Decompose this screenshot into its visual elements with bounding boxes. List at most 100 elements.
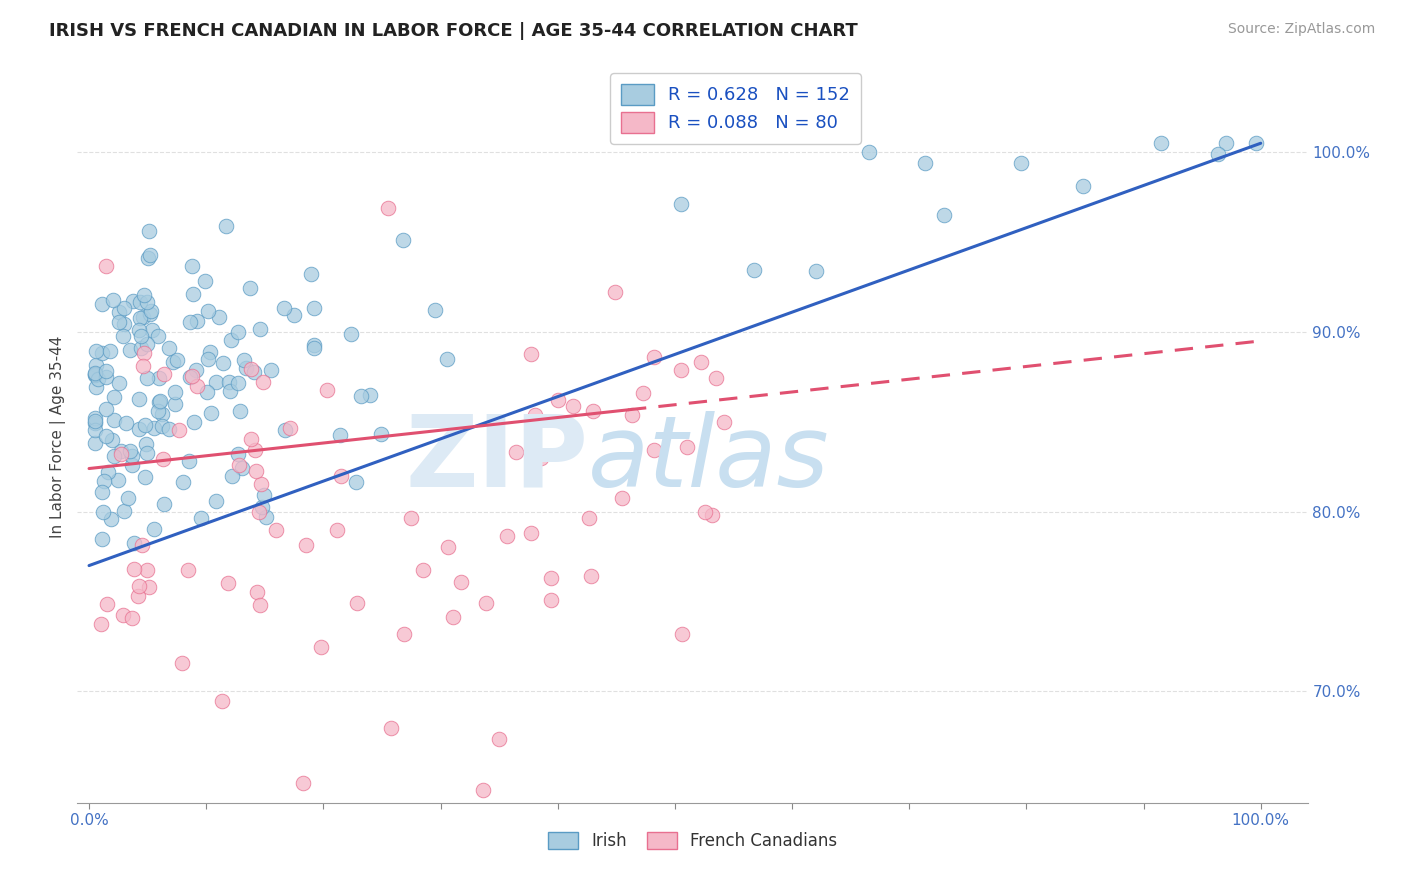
Point xyxy=(700,508,723,522)
Point xyxy=(254,509,277,524)
Point xyxy=(181,369,204,384)
Point xyxy=(806,264,828,278)
Point xyxy=(128,322,150,336)
Point xyxy=(247,505,270,519)
Point xyxy=(179,454,201,468)
Point xyxy=(472,783,495,797)
Point xyxy=(131,329,153,343)
Point xyxy=(1206,147,1229,161)
Point xyxy=(350,389,373,403)
Point xyxy=(329,428,352,442)
Point xyxy=(197,384,219,399)
Point xyxy=(631,386,654,401)
Point xyxy=(183,415,205,429)
Point xyxy=(291,776,314,790)
Point xyxy=(167,423,190,437)
Point xyxy=(136,251,159,265)
Point xyxy=(84,417,107,431)
Point xyxy=(671,627,693,641)
Point xyxy=(135,563,157,577)
Point xyxy=(226,446,249,460)
Point xyxy=(110,446,132,460)
Point xyxy=(132,359,155,373)
Point xyxy=(132,288,155,302)
Point xyxy=(540,592,562,607)
Point xyxy=(250,500,273,514)
Point xyxy=(215,219,238,234)
Point xyxy=(153,368,176,382)
Point xyxy=(148,404,170,418)
Point xyxy=(231,461,253,475)
Point xyxy=(295,538,318,552)
Point xyxy=(96,598,118,612)
Point xyxy=(278,420,301,434)
Point xyxy=(260,363,283,377)
Point xyxy=(128,422,150,436)
Point xyxy=(695,504,717,518)
Point xyxy=(211,694,233,708)
Point xyxy=(91,533,114,547)
Point xyxy=(163,385,186,400)
Point xyxy=(713,415,735,429)
Point xyxy=(98,344,121,359)
Point xyxy=(232,352,254,367)
Point xyxy=(84,367,107,381)
Point xyxy=(121,611,143,625)
Point xyxy=(108,304,131,318)
Point xyxy=(581,569,603,583)
Point xyxy=(1215,136,1237,151)
Point xyxy=(186,379,208,393)
Point xyxy=(346,596,368,610)
Point xyxy=(121,449,143,463)
Point xyxy=(172,475,194,490)
Point xyxy=(141,323,163,337)
Point xyxy=(108,315,131,329)
Point xyxy=(97,466,120,480)
Point xyxy=(370,427,392,442)
Point xyxy=(344,475,367,489)
Point xyxy=(141,303,163,318)
Point xyxy=(932,208,955,222)
Point xyxy=(112,504,135,518)
Point xyxy=(198,344,221,359)
Point xyxy=(162,355,184,369)
Point xyxy=(205,494,228,508)
Point xyxy=(170,656,193,670)
Point xyxy=(136,294,159,309)
Point xyxy=(135,337,157,351)
Point xyxy=(121,458,143,473)
Point xyxy=(150,419,173,434)
Point xyxy=(136,371,159,385)
Point xyxy=(90,617,112,632)
Point xyxy=(1010,156,1032,170)
Point xyxy=(135,446,157,460)
Point xyxy=(96,364,118,378)
Point xyxy=(858,145,880,160)
Point xyxy=(90,296,112,310)
Point xyxy=(148,394,170,409)
Point xyxy=(139,307,162,321)
Point xyxy=(621,408,644,422)
Point xyxy=(249,322,271,336)
Point xyxy=(264,523,287,537)
Point xyxy=(394,626,416,640)
Point xyxy=(101,293,124,307)
Point xyxy=(441,610,464,624)
Point xyxy=(134,469,156,483)
Point xyxy=(143,522,166,536)
Point xyxy=(274,424,297,438)
Point xyxy=(359,388,381,402)
Point xyxy=(399,511,422,525)
Point xyxy=(304,301,326,315)
Point xyxy=(252,376,274,390)
Point xyxy=(562,399,585,413)
Point xyxy=(302,341,325,355)
Point xyxy=(180,259,202,273)
Point xyxy=(436,352,458,367)
Point xyxy=(96,260,118,274)
Point xyxy=(302,338,325,352)
Point xyxy=(329,469,352,483)
Point xyxy=(377,202,399,216)
Point xyxy=(425,303,447,318)
Point xyxy=(217,575,239,590)
